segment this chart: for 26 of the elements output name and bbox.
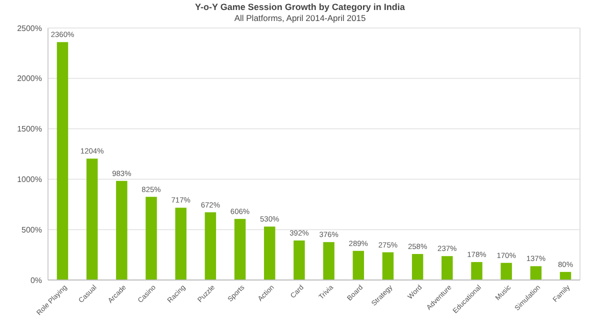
- bar: [86, 158, 98, 280]
- bar: [352, 250, 364, 280]
- bar: [146, 196, 157, 280]
- y-tick-label: 2500%: [17, 24, 42, 33]
- bar: [471, 262, 482, 280]
- bar: [175, 208, 186, 280]
- y-tick-label: 500%: [22, 225, 42, 234]
- bar: [412, 254, 424, 280]
- bar: [530, 266, 542, 280]
- bar: [560, 272, 572, 280]
- bar: [442, 256, 453, 280]
- y-tick-label: 2000%: [17, 74, 42, 84]
- y-tick-label: 0%: [30, 276, 42, 285]
- bar: [323, 242, 334, 280]
- bar: [382, 252, 394, 280]
- bar: [234, 218, 246, 280]
- bar: [204, 212, 216, 280]
- bar: [56, 42, 68, 280]
- bar: [264, 226, 276, 280]
- bar: [500, 262, 512, 280]
- y-tick-label: 1500%: [17, 124, 42, 134]
- bar: [294, 240, 305, 280]
- chart-subtitle: All Platforms, April 2014-April 2015: [234, 13, 366, 23]
- y-tick-label: 1000%: [17, 175, 42, 184]
- chart-title: Y-o-Y Game Session Growth by Category in India: [195, 2, 406, 12]
- bar: [116, 180, 128, 280]
